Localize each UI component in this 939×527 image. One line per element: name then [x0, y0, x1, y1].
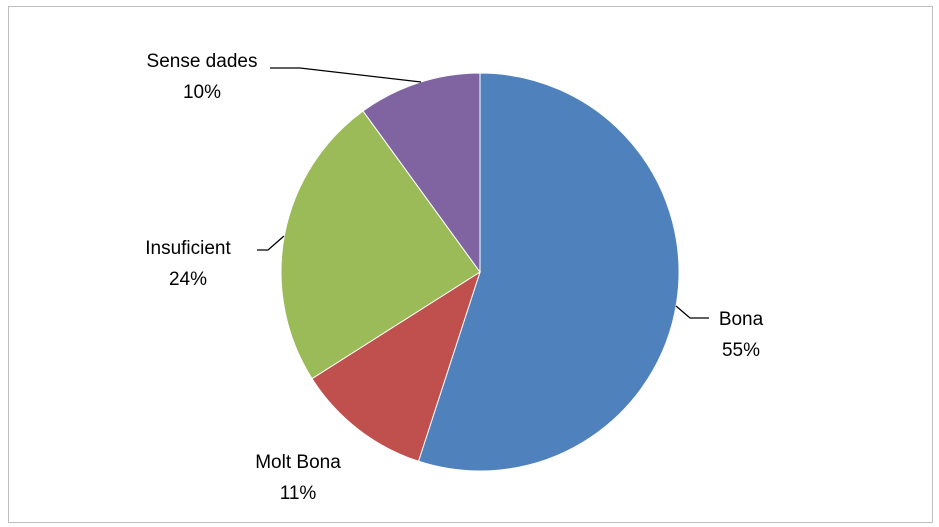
- pie-slices: [280, 72, 680, 472]
- leader-line-insuficient: [257, 235, 285, 251]
- label-molt-bona-category: Molt Bona: [255, 452, 341, 473]
- label-sense-dades-category: Sense dades: [147, 51, 258, 72]
- data-labels: Bona 55% Molt Bona 11% Insuficient 24% S…: [145, 51, 763, 504]
- label-insuficient-category: Insuficient: [145, 238, 231, 259]
- label-sense-dades-percent: 10%: [183, 82, 221, 103]
- pie-slice-insuficient: [280, 110, 481, 380]
- label-bona-category: Bona: [719, 309, 764, 330]
- label-insuficient-percent: 24%: [169, 269, 207, 290]
- leader-line-bona: [675, 305, 709, 319]
- label-molt-bona-percent: 11%: [280, 483, 317, 504]
- label-bona-percent: 55%: [722, 340, 760, 361]
- pie-slice-sense-dades: [362, 72, 481, 274]
- leader-lines: [257, 67, 709, 319]
- leader-line-sense-dades: [270, 67, 422, 83]
- pie-slice-bona: [417, 72, 680, 472]
- pie-slice-molt-bona: [311, 270, 481, 462]
